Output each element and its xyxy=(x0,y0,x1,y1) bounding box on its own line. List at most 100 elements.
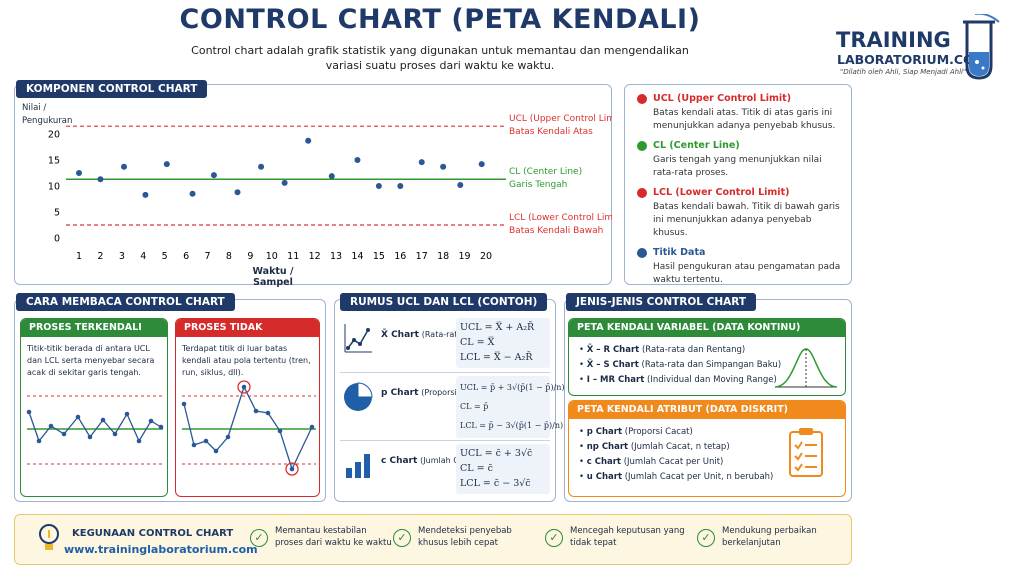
subtitle: Control chart adalah grafik statistik ya… xyxy=(191,44,689,72)
stable-text: Titik-titik berada di antara UCL dan LCL… xyxy=(27,344,155,377)
formula-name: X̄ Chart xyxy=(381,330,419,340)
x-tick-label: 3 xyxy=(119,251,125,262)
type-item: • X̄ – R Chart (Rata-rata dan Rentang) xyxy=(579,345,746,355)
stable-title: PROSES TERKENDALI (STABIL) xyxy=(21,319,167,351)
pie-icon xyxy=(344,382,373,411)
formula-note: (Rata-rata) xyxy=(421,330,466,339)
x-tick-label: 6 xyxy=(183,251,189,262)
formula-line: LCL = c̄ − 3√c̄ xyxy=(460,478,531,489)
type-item: • p Chart (Proporsi Cacat) xyxy=(579,427,693,437)
formula-line: LCL = p̄ − 3√(p̄(1 − p̄)/n) xyxy=(460,421,564,430)
legend-text: Batas kendali bawah. Titik di bawah gari… xyxy=(653,202,840,238)
section-header: RUMUS UCL DAN LCL (CONTOH) xyxy=(340,293,548,311)
data-point xyxy=(258,163,265,170)
x-tick-label: 4 xyxy=(140,251,146,262)
legend-title: UCL (Upper Control Limit) xyxy=(653,93,792,104)
type-item: • c Chart (Jumlah Cacat per Unit) xyxy=(579,457,724,467)
legend-dot xyxy=(637,248,647,258)
x-tick-label: 7 xyxy=(205,251,211,262)
formula-divider xyxy=(340,440,550,441)
section-header: JENIS-JENIS CONTROL CHART xyxy=(566,293,757,311)
data-point xyxy=(210,172,217,179)
type-desc: (Rata-rata dan Simpangan Baku) xyxy=(641,360,782,370)
reference-name: LCL (Lower Control Limit) xyxy=(509,213,612,223)
formula-line: CL = X̿ xyxy=(460,337,495,348)
legend-text: Garis tengah yang menunjukkan nilai rata… xyxy=(653,155,822,178)
x-tick-label: 11 xyxy=(287,251,299,262)
data-point xyxy=(142,191,149,198)
section-header: CARA MEMBACA CONTROL CHART xyxy=(16,293,235,311)
type-name: X̄ – S Chart xyxy=(586,360,639,370)
type-name: np Chart xyxy=(586,442,629,452)
x-tick-label: 9 xyxy=(247,251,253,262)
legend-item: CL (Center Line) Garis tengah yang menunj… xyxy=(637,140,843,180)
y-tick-label: 10 xyxy=(48,182,60,193)
logo-tagline: "Dilatih oleh Ahli, Siap Menjadi Ahli" xyxy=(840,68,967,76)
legend-title: LCL (Lower Control Limit) xyxy=(653,187,790,198)
type-name: X̄ – R Chart xyxy=(586,345,640,355)
formula-chart-name: X̄ Chart (Rata-rata) xyxy=(381,330,465,340)
check-icon: ✓ xyxy=(250,529,268,547)
bell-curve-icon xyxy=(774,348,838,388)
y-tick-label: 20 xyxy=(48,130,60,141)
reference-label: Batas Kendali Atas xyxy=(509,127,593,137)
legend-item: Titik Data Hasil pengukuran atau pengamat… xyxy=(637,247,843,287)
x-tick-label: 13 xyxy=(330,251,342,262)
use-item: Mencegah keputusan yang tidak tepat xyxy=(570,526,685,548)
check-icon: ✓ xyxy=(545,529,563,547)
legend-dot xyxy=(637,94,647,104)
formula-name: c Chart xyxy=(381,456,418,466)
clipboard-icon xyxy=(789,428,823,477)
use-item: Mendukung perbaikan berkelanjutan xyxy=(722,526,817,548)
x-tick-label: 12 xyxy=(309,251,321,262)
uses-title: KEGUNAAN CONTROL CHART xyxy=(72,528,234,539)
x-tick-label: 1 xyxy=(76,251,82,262)
data-point xyxy=(76,170,83,176)
components-panel xyxy=(14,84,612,285)
use-item: Memantau kestabilan proses dari waktu ke… xyxy=(275,526,392,548)
data-point xyxy=(305,137,312,144)
formula-line: UCL = p̄ + 3√(p̄(1 − p̄)/n) xyxy=(460,383,565,392)
legend-dot xyxy=(637,188,647,198)
x-tick-label: 14 xyxy=(351,251,363,262)
type-desc: (Jumlah Cacat, n tetap) xyxy=(630,442,730,452)
y-axis-label: Nilai / Pengukuran xyxy=(22,103,73,126)
x-tick-label: 19 xyxy=(459,251,471,262)
x-tick-label: 20 xyxy=(480,251,492,262)
check-icon: ✓ xyxy=(393,529,411,547)
data-point xyxy=(418,159,425,166)
type-desc: (Jumlah Cacat per Unit, n berubah) xyxy=(624,472,774,482)
formula-box: UCL = p̄ + 3√(p̄(1 − p̄)/n) CL = p̄ LCL = … xyxy=(456,376,565,438)
data-point xyxy=(120,163,127,170)
variable-box: PETA KENDALI VARIABEL (DATA KONTINU) • X… xyxy=(568,318,846,396)
data-point xyxy=(328,173,335,180)
legend-title: CL (Center Line) xyxy=(653,140,740,151)
x-tick-label: 2 xyxy=(97,251,103,262)
formula-note: (Jumlah Cacat) xyxy=(420,456,480,465)
legend-item: LCL (Lower Control Limit) Batas kendali b… xyxy=(637,187,843,240)
x-tick-label: 17 xyxy=(416,251,428,262)
type-desc: (Proporsi Cacat) xyxy=(624,427,693,437)
variable-title: PETA KENDALI VARIABEL (DATA KONTINU) xyxy=(569,319,845,337)
unstable-text: Terdapat titik di luar batas kendali ata… xyxy=(182,344,311,377)
x-tick-label: 10 xyxy=(266,251,278,262)
check-icon: ✓ xyxy=(697,529,715,547)
data-point xyxy=(397,183,404,189)
type-name: p Chart xyxy=(586,427,623,437)
legend-text: Batas kendali atas. Titik di atas garis … xyxy=(653,108,836,131)
data-point xyxy=(163,161,170,168)
attribute-box: PETA KENDALI ATRIBUT (DATA DISKRIT) • p … xyxy=(568,400,846,497)
bar-icon xyxy=(346,454,370,478)
type-item: • I – MR Chart (Individual dan Moving Ra… xyxy=(579,375,777,385)
legend-text: Hasil pengukuran atau pengamatan pada wa… xyxy=(653,262,841,285)
section-header: KOMPONEN CONTROL CHART xyxy=(16,80,208,98)
type-item: • u Chart (Jumlah Cacat per Unit, n beru… xyxy=(579,472,774,482)
formula-name: p Chart xyxy=(381,388,419,398)
type-desc: (Rata-rata dan Rentang) xyxy=(641,345,746,355)
legend-title: Titik Data xyxy=(653,247,706,258)
data-point xyxy=(234,189,241,196)
unstable-box: PROSES TIDAK TERKENDALI Terdapat titik d… xyxy=(175,318,320,497)
